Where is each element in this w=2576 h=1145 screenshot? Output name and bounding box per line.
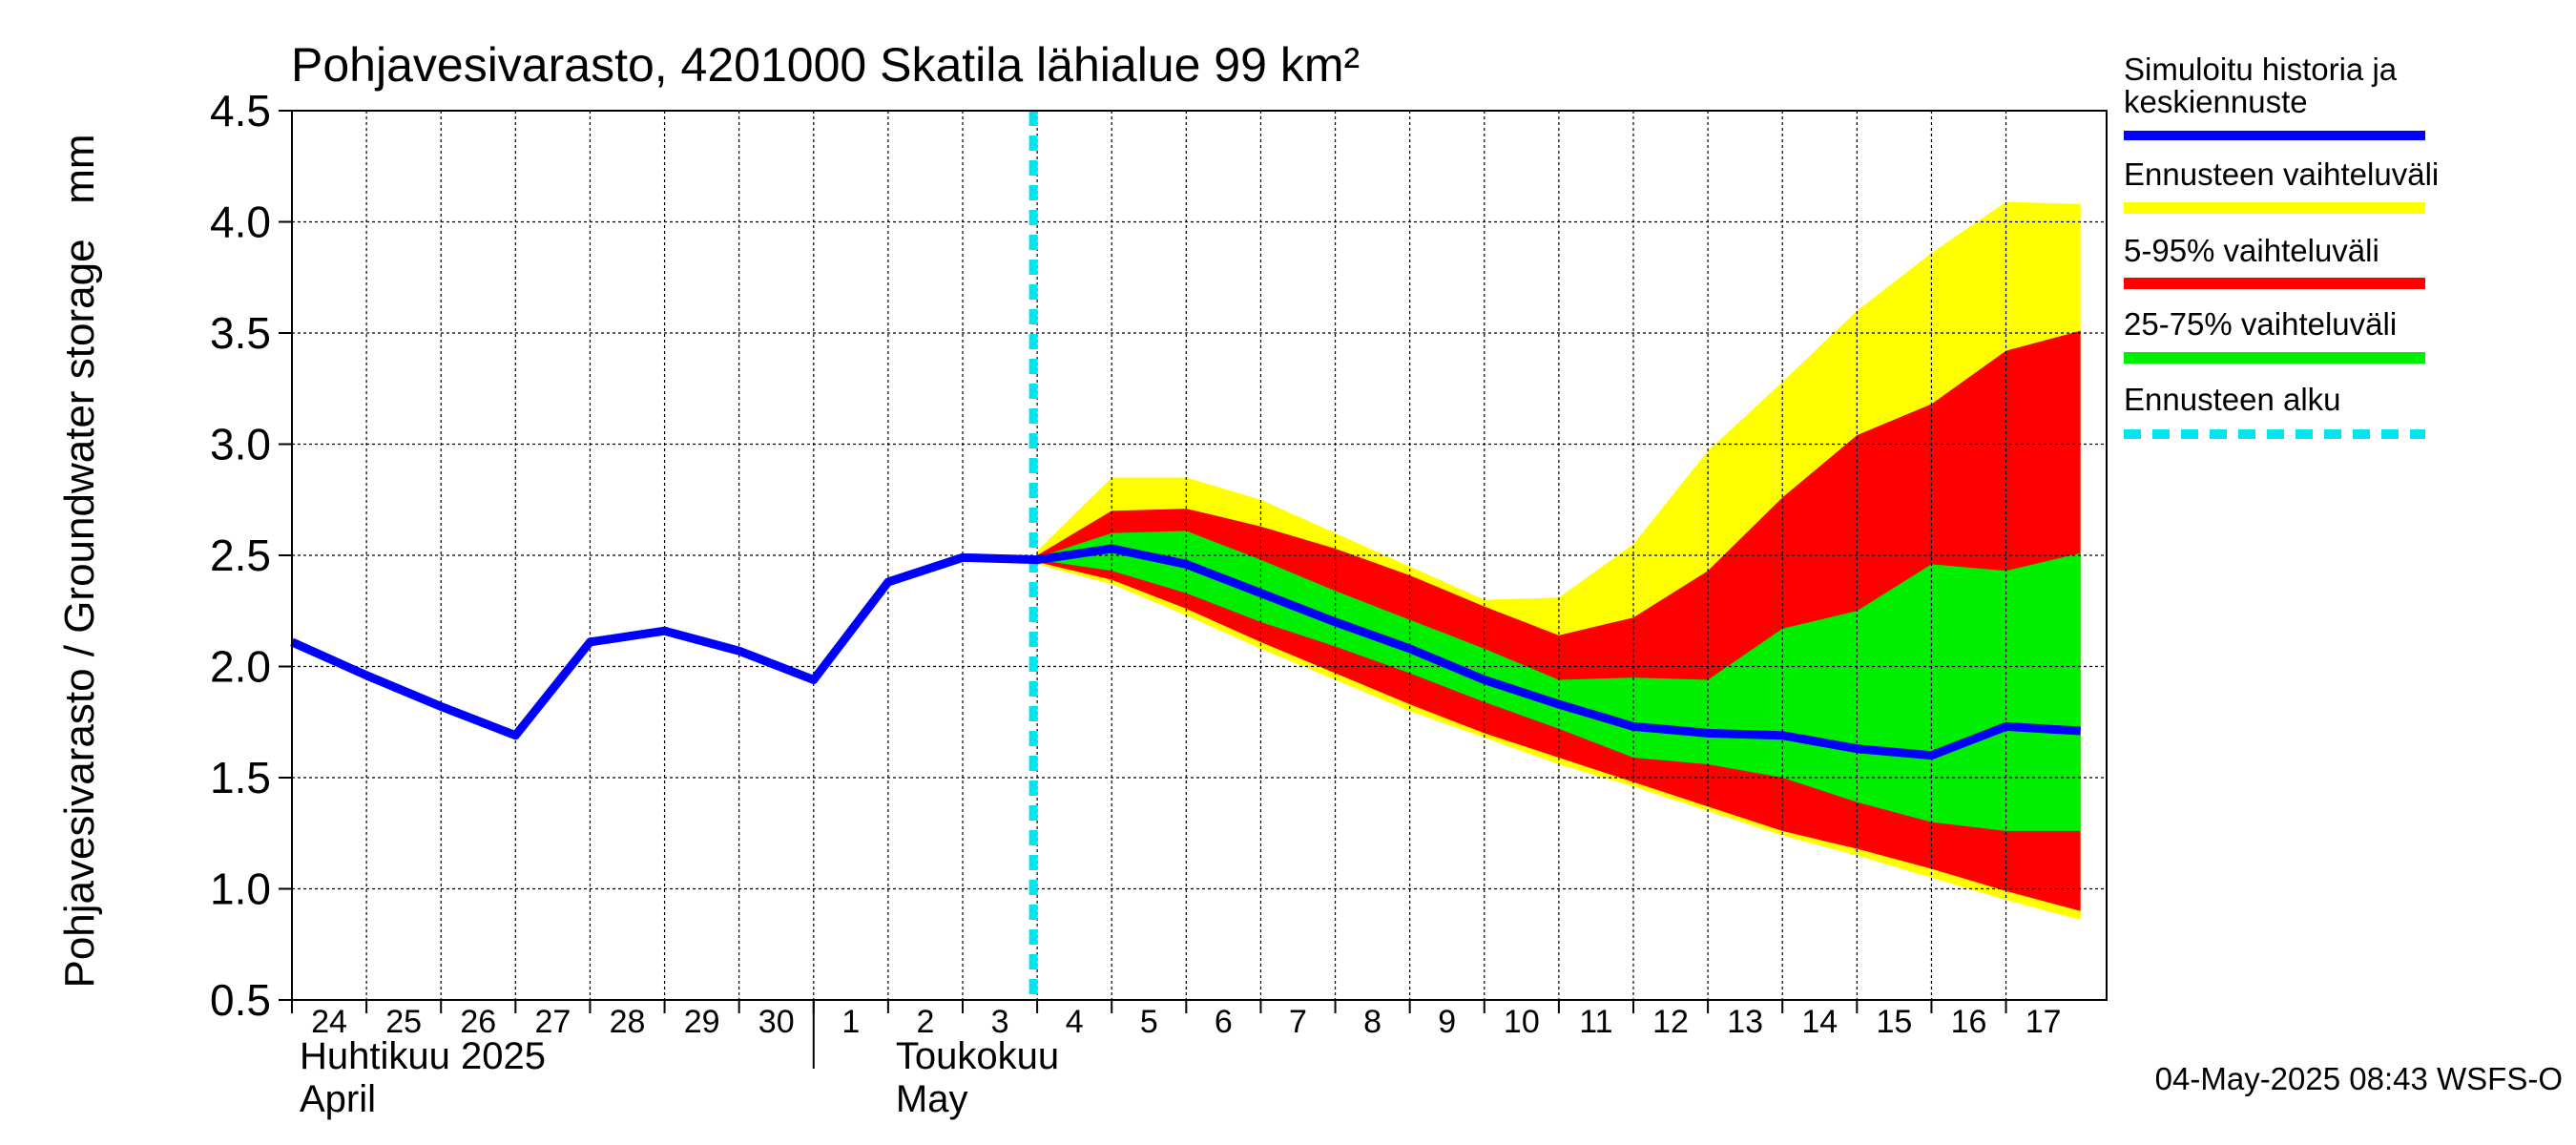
x-tick-label-4: 28	[610, 1004, 646, 1040]
y-tick-label-1: 1.0	[210, 864, 271, 914]
axis-ticks: 0.51.01.52.02.53.03.54.04.524 25 26 27 28 29 3…	[210, 86, 2061, 1120]
x-tick-label-14: 8	[1363, 1004, 1381, 1040]
x-tick-label-17: 11	[1579, 1004, 1612, 1040]
y-tick-label-6: 3.5	[210, 308, 271, 358]
month-label-1-line2: May	[896, 1078, 968, 1120]
legend-label-25-75: 25-75% vaihteluväli	[2124, 306, 2397, 342]
footer-timestamp: 04-May-2025 08:43 WSFS-O	[2155, 1061, 2563, 1096]
y-tick-label-3: 2.0	[210, 642, 271, 692]
chart-title: Pohjavesivarasto, 4201000 Skatila lähial…	[291, 38, 1360, 92]
x-tick-label-0: 24	[311, 1004, 347, 1040]
x-tick-label-12: 6	[1215, 1004, 1233, 1040]
legend-label-forecast-start: Ennusteen alku	[2124, 382, 2341, 417]
x-tick-label-15: 9	[1438, 1004, 1456, 1040]
month-label-0-line1: Huhtikuu 2025	[300, 1035, 546, 1077]
data-lines	[290, 111, 2081, 1000]
legend-label-history-line1: Simuloitu historia ja	[2124, 52, 2398, 87]
legend-label-history-line2: keskiennuste	[2124, 84, 2308, 119]
y-tick-label-0: 0.5	[210, 975, 271, 1025]
history-median-line	[290, 544, 2081, 760]
month-label-0-line2: April	[300, 1078, 376, 1120]
y-axis-label: Pohjavesivarasto / Groundwater storage m…	[56, 134, 103, 988]
x-tick-label-2: 26	[460, 1004, 496, 1040]
x-tick-label-11: 5	[1140, 1004, 1158, 1040]
x-tick-label-1: 25	[385, 1004, 422, 1040]
y-tick-label-4: 2.5	[210, 531, 271, 580]
x-tick-label-19: 13	[1727, 1004, 1763, 1040]
y-tick-label-5: 3.0	[210, 420, 271, 469]
month-label-1-line1: Toukokuu	[896, 1035, 1059, 1077]
grid-lines	[292, 111, 2107, 1000]
x-tick-label-18: 12	[1652, 1004, 1689, 1040]
legend: Simuloitu historia ja keskiennuste Ennus…	[2124, 52, 2439, 439]
legend-label-range: Ennusteen vaihteluväli	[2124, 156, 2439, 192]
forecast-bands	[1037, 201, 2081, 921]
x-tick-label-22: 16	[1951, 1004, 1987, 1040]
x-tick-label-9: 3	[991, 1004, 1009, 1040]
y-tick-label-7: 4.0	[210, 198, 271, 247]
y-tick-label-2: 1.5	[210, 753, 271, 802]
x-tick-label-20: 14	[1801, 1004, 1838, 1040]
x-tick-label-23: 17	[2025, 1004, 2062, 1040]
x-tick-label-5: 29	[684, 1004, 720, 1040]
x-tick-label-10: 4	[1066, 1004, 1084, 1040]
x-tick-label-8: 2	[916, 1004, 934, 1040]
x-tick-label-21: 15	[1876, 1004, 1912, 1040]
x-tick-label-6: 30	[758, 1004, 795, 1040]
x-tick-label-7: 1	[841, 1004, 860, 1040]
x-tick-label-13: 7	[1289, 1004, 1307, 1040]
y-tick-label-8: 4.5	[210, 86, 271, 135]
legend-label-5-95: 5-95% vaihteluväli	[2124, 233, 2379, 268]
x-tick-label-16: 10	[1504, 1004, 1540, 1040]
x-tick-label-3: 27	[534, 1004, 571, 1040]
